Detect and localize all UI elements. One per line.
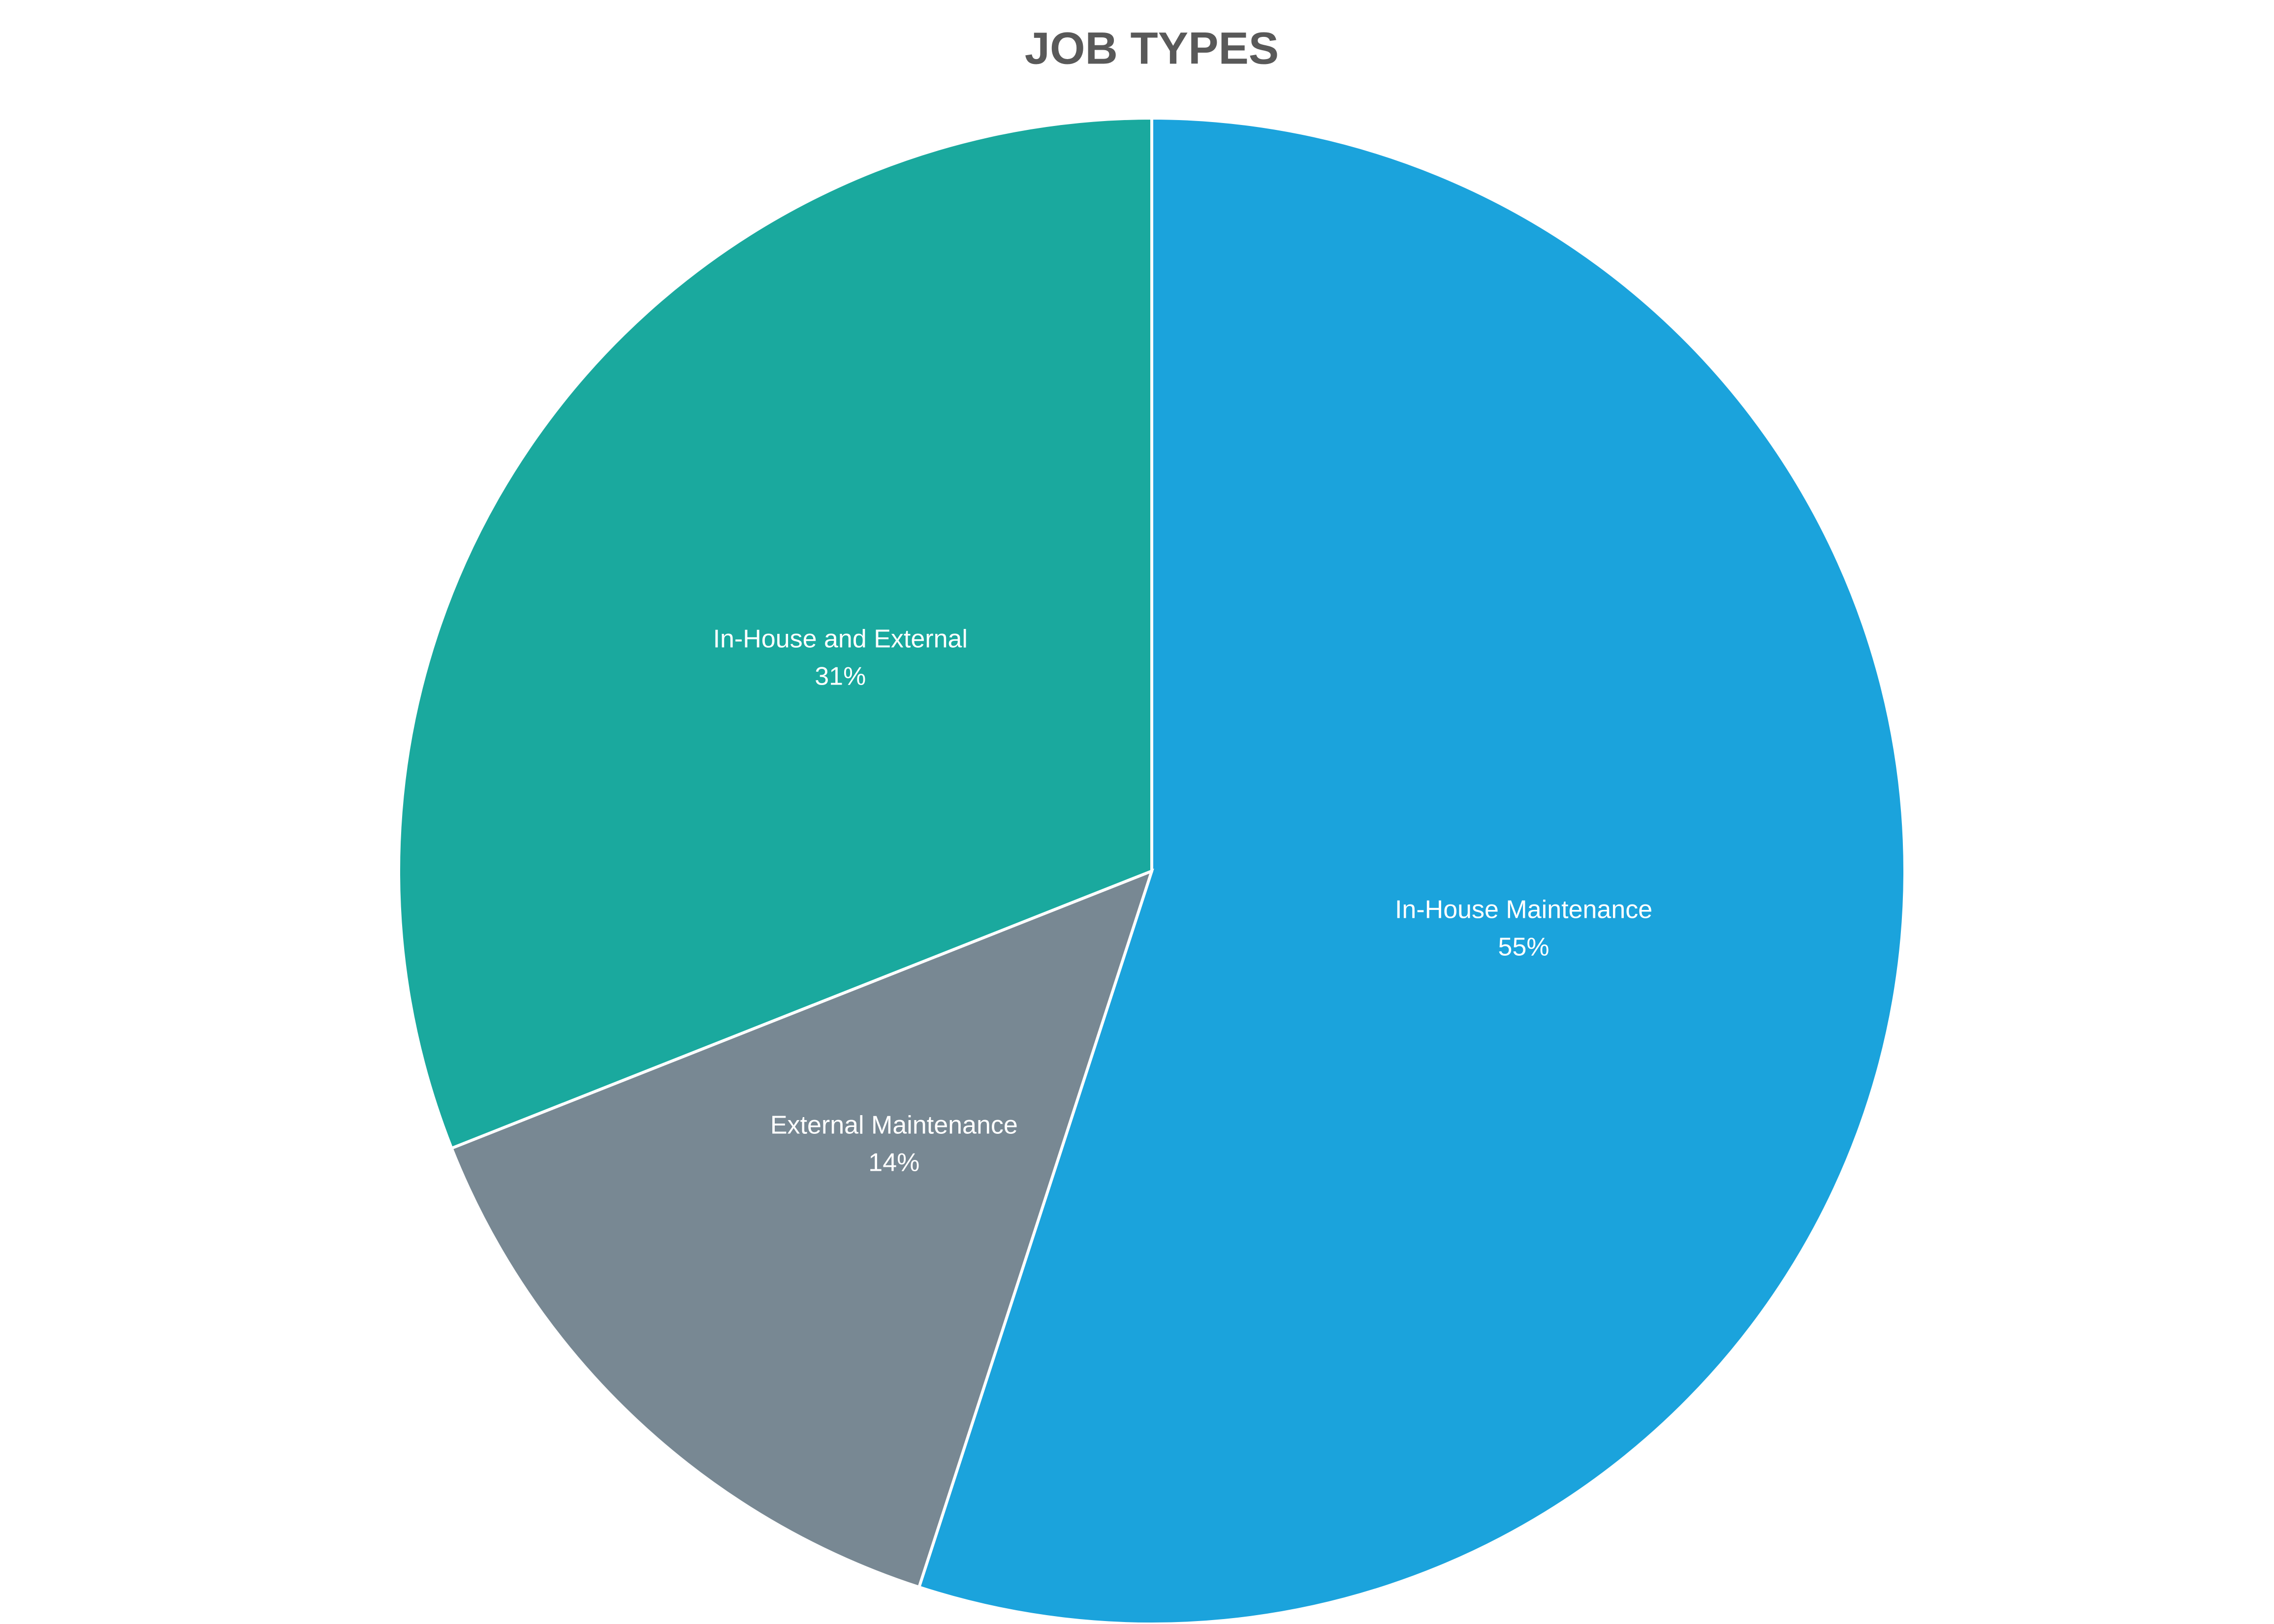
slice-category-label: External Maintenance (770, 1111, 1018, 1139)
pie-slice (449, 868, 1154, 1589)
slice-value-label: 31% (815, 662, 866, 691)
slice-value-label: 55% (1498, 933, 1549, 961)
chart-title: JOB TYPES (1025, 23, 1279, 73)
slice-category-label: In-House Maintenance (1395, 895, 1652, 924)
pie-slice (917, 116, 1906, 1624)
pie-slice (397, 116, 1153, 1151)
slice-value-label: 14% (868, 1148, 919, 1177)
slice-category-label: In-House and External (713, 625, 968, 654)
